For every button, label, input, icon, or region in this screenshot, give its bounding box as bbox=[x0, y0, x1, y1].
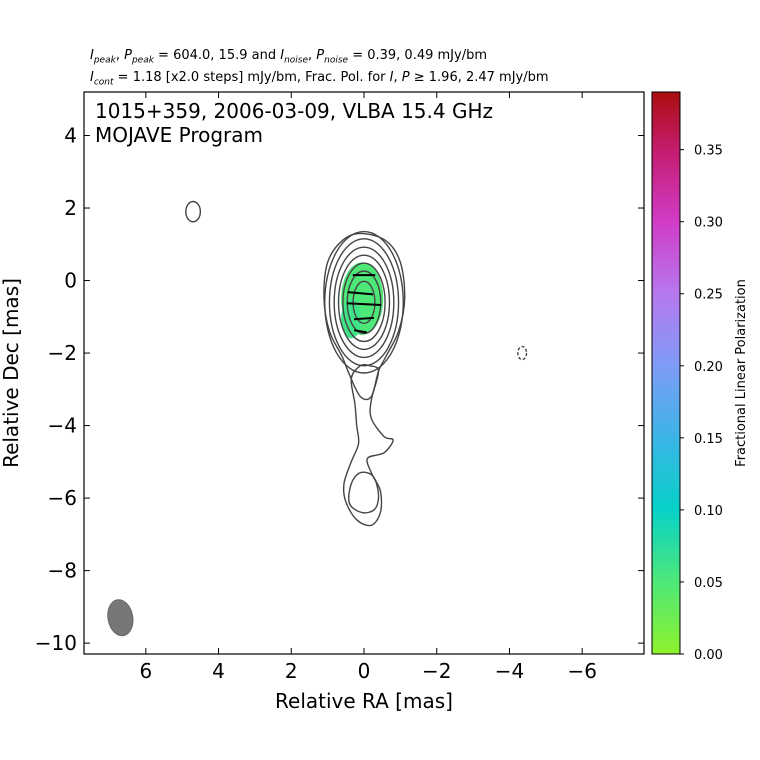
x-tick-label: −4 bbox=[495, 659, 524, 683]
contour-isolated bbox=[185, 200, 202, 223]
plot-layer bbox=[107, 200, 528, 637]
colorbar-tick-label: 0.05 bbox=[694, 576, 723, 591]
y-tick-label: −6 bbox=[48, 486, 77, 510]
contour-outer bbox=[323, 232, 406, 401]
evpa-vector bbox=[353, 316, 375, 321]
header-line-2: Icont = 1.18 [x2.0 steps] mJy/bm, Frac. … bbox=[90, 70, 549, 88]
y-tick-label: 2 bbox=[64, 196, 77, 220]
contour-core bbox=[337, 254, 391, 351]
colorbar-axis: 0.00 0.05 0.10 0.15 0.20 0.25 0.30 0.35 bbox=[680, 144, 723, 663]
colorbar-tick-label: 0.30 bbox=[694, 216, 723, 231]
beam-ellipse bbox=[107, 599, 134, 637]
y-tick-label: −2 bbox=[48, 341, 77, 365]
contour-core bbox=[342, 262, 386, 343]
y-axis-label: Relative Dec [mas] bbox=[0, 278, 23, 468]
y-tick-label: −8 bbox=[48, 559, 77, 583]
plot-title-line-2: MOJAVE Program bbox=[95, 123, 264, 147]
x-tick-label: −2 bbox=[422, 659, 451, 683]
evpa-vector bbox=[347, 291, 374, 296]
evpa-vector bbox=[353, 329, 367, 334]
x-tick-label: 4 bbox=[212, 659, 225, 683]
contour-core bbox=[328, 238, 400, 367]
colorbar-frame bbox=[651, 91, 681, 655]
colorbar-gradient bbox=[652, 92, 680, 654]
x-tick-label: 2 bbox=[285, 659, 298, 683]
contour-jet bbox=[342, 363, 394, 527]
x-tick-label: 6 bbox=[139, 659, 152, 683]
y-tick-label: −10 bbox=[35, 631, 77, 655]
colorbar-tick-label: 0.35 bbox=[694, 144, 723, 159]
x-tick-label: 0 bbox=[358, 659, 371, 683]
colorbar-tick-label: 0.00 bbox=[694, 648, 723, 663]
y-tick-label: 4 bbox=[64, 124, 77, 148]
colorbar-tick-label: 0.20 bbox=[694, 360, 723, 375]
colorbar-label: Fractional Linear Polarization bbox=[734, 279, 749, 467]
colorbar-tick-label: 0.10 bbox=[694, 504, 723, 519]
polarization-region bbox=[341, 298, 362, 339]
header-line-1: Ipeak, Ppeak = 604.0, 15.9 and Inoise, P… bbox=[90, 48, 487, 66]
contour-jet-inner bbox=[348, 471, 380, 514]
y-tick-label: −4 bbox=[48, 414, 77, 438]
x-tick-label: −6 bbox=[567, 659, 596, 683]
contour-core bbox=[324, 230, 404, 374]
contour-negative bbox=[517, 345, 528, 361]
colorbar-tick-label: 0.25 bbox=[694, 288, 723, 303]
evpa-vector bbox=[346, 302, 382, 307]
plot-title-line-1: 1015+359, 2006-03-09, VLBA 15.4 GHz bbox=[95, 99, 493, 123]
contour-core bbox=[333, 246, 395, 359]
y-tick-label: 0 bbox=[64, 269, 77, 293]
axis-layer: 6 4 2 0 −2 −4 −6 4 2 0 −2 −4 −6 −8 −10 bbox=[35, 92, 644, 683]
x-axis-label: Relative RA [mas] bbox=[275, 689, 453, 713]
colorbar-tick-label: 0.15 bbox=[694, 432, 723, 447]
contour-core bbox=[352, 280, 376, 325]
